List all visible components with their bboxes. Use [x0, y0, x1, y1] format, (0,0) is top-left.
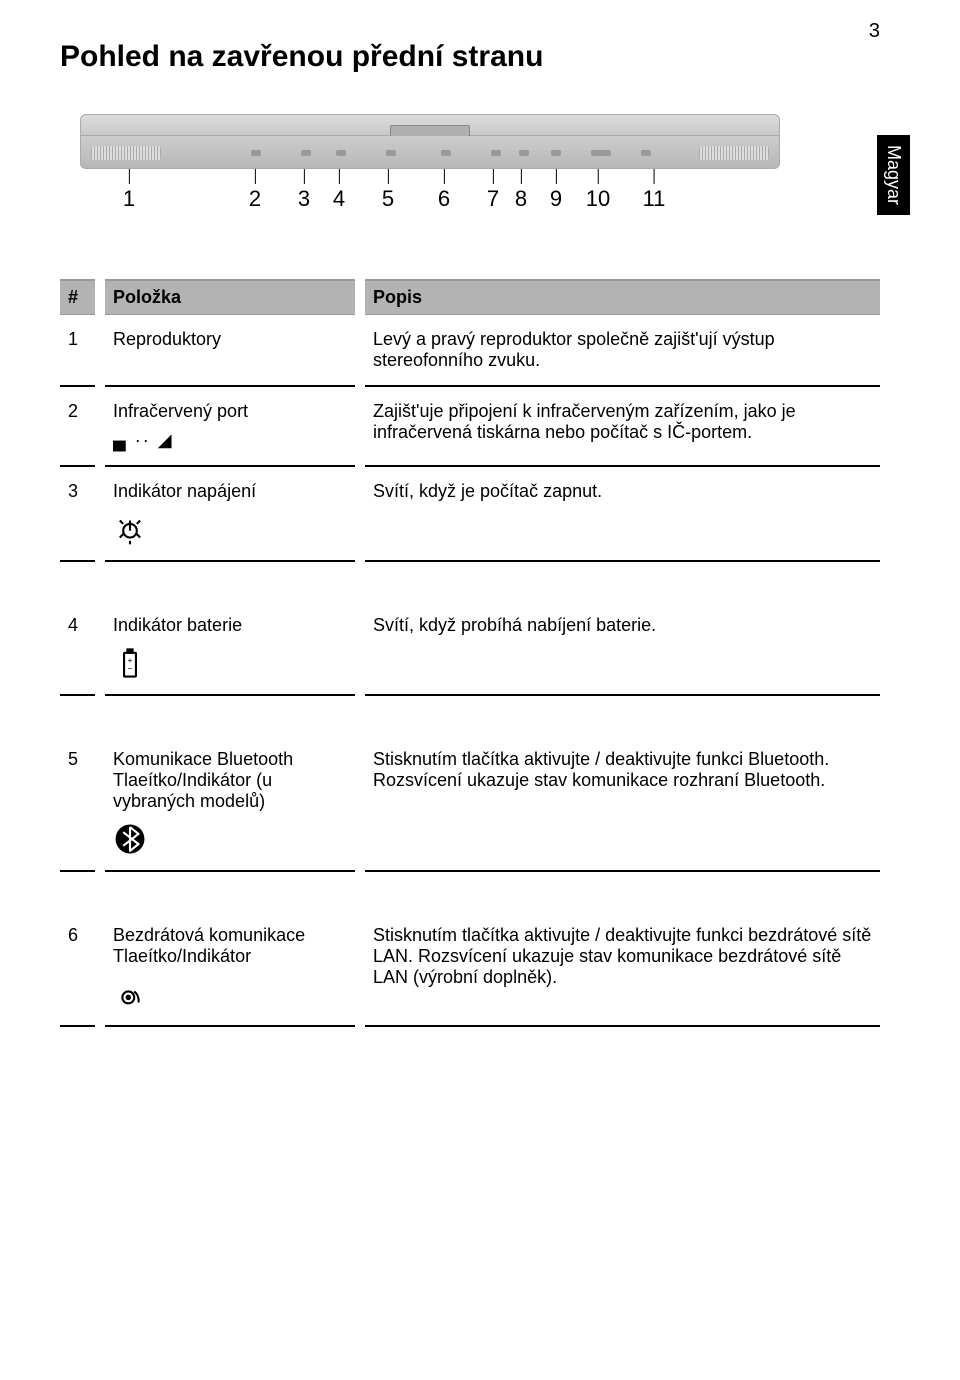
callout-6: 6	[438, 169, 450, 212]
callout-7: 7	[487, 169, 499, 212]
callout-8: 8	[515, 169, 527, 212]
callout-3: 3	[298, 169, 310, 212]
header-desc: Popis	[365, 280, 880, 315]
row-num: 5	[60, 735, 95, 871]
callout-5: 5	[382, 169, 394, 212]
language-tab: Magyar	[877, 135, 910, 215]
row-item: Komunikace Bluetooth Tlaeítko/Indikátor …	[105, 735, 355, 871]
svg-text:−: −	[128, 664, 133, 674]
row-item: Bezdrátová komunikace Tlaeítko/Indikátor	[105, 911, 355, 1026]
row-num: 2	[60, 386, 95, 466]
row-num: 6	[60, 911, 95, 1026]
callout-1: 1	[123, 169, 135, 212]
table-row: 4Indikátor baterie+−Svítí, když probíhá …	[60, 601, 880, 695]
callout-9: 9	[550, 169, 562, 212]
callout-10: 10	[586, 169, 610, 212]
row-num: 4	[60, 601, 95, 695]
header-item: Položka	[105, 280, 355, 315]
table-row: 3Indikátor napájeníSvítí, když je počíta…	[60, 466, 880, 561]
callout-4: 4	[333, 169, 345, 212]
row-item: Reproduktory	[105, 315, 355, 387]
row-desc: Svítí, když probíhá nabíjení baterie.	[365, 601, 880, 695]
row-item: Indikátor baterie+−	[105, 601, 355, 695]
row-desc: Stisknutím tlačítka aktivujte / deaktivu…	[365, 911, 880, 1026]
row-desc: Stisknutím tlačítka aktivujte / deaktivu…	[365, 735, 880, 871]
row-num: 1	[60, 315, 95, 387]
callout-11: 11	[643, 169, 666, 212]
page-number: 3	[869, 20, 880, 43]
row-desc: Levý a pravý reproduktor společně zajišt…	[365, 315, 880, 387]
table-row: 6Bezdrátová komunikace Tlaeítko/Indikáto…	[60, 911, 880, 1026]
row-desc: Zajišt'uje připojení k infračerveným zař…	[365, 386, 880, 466]
table-row: 5Komunikace Bluetooth Tlaeítko/Indikátor…	[60, 735, 880, 871]
table-row: 2Infračervený port▄ ·· ◢Zajišt'uje připo…	[60, 386, 880, 466]
row-item: Indikátor napájení	[105, 466, 355, 561]
table-row: 1ReproduktoryLevý a pravý reproduktor sp…	[60, 315, 880, 387]
laptop-front-diagram: 1 2345 6789 10 11	[60, 114, 880, 219]
row-num: 3	[60, 466, 95, 561]
header-num: #	[60, 280, 95, 315]
row-desc: Svítí, když je počítač zapnut.	[365, 466, 880, 561]
page-title: Pohled na zavřenou přední stranu	[60, 40, 880, 74]
callout-2: 2	[249, 169, 261, 212]
description-table: # Položka Popis 1ReproduktoryLevý a prav…	[60, 279, 880, 1027]
row-item: Infračervený port▄ ·· ◢	[105, 386, 355, 466]
